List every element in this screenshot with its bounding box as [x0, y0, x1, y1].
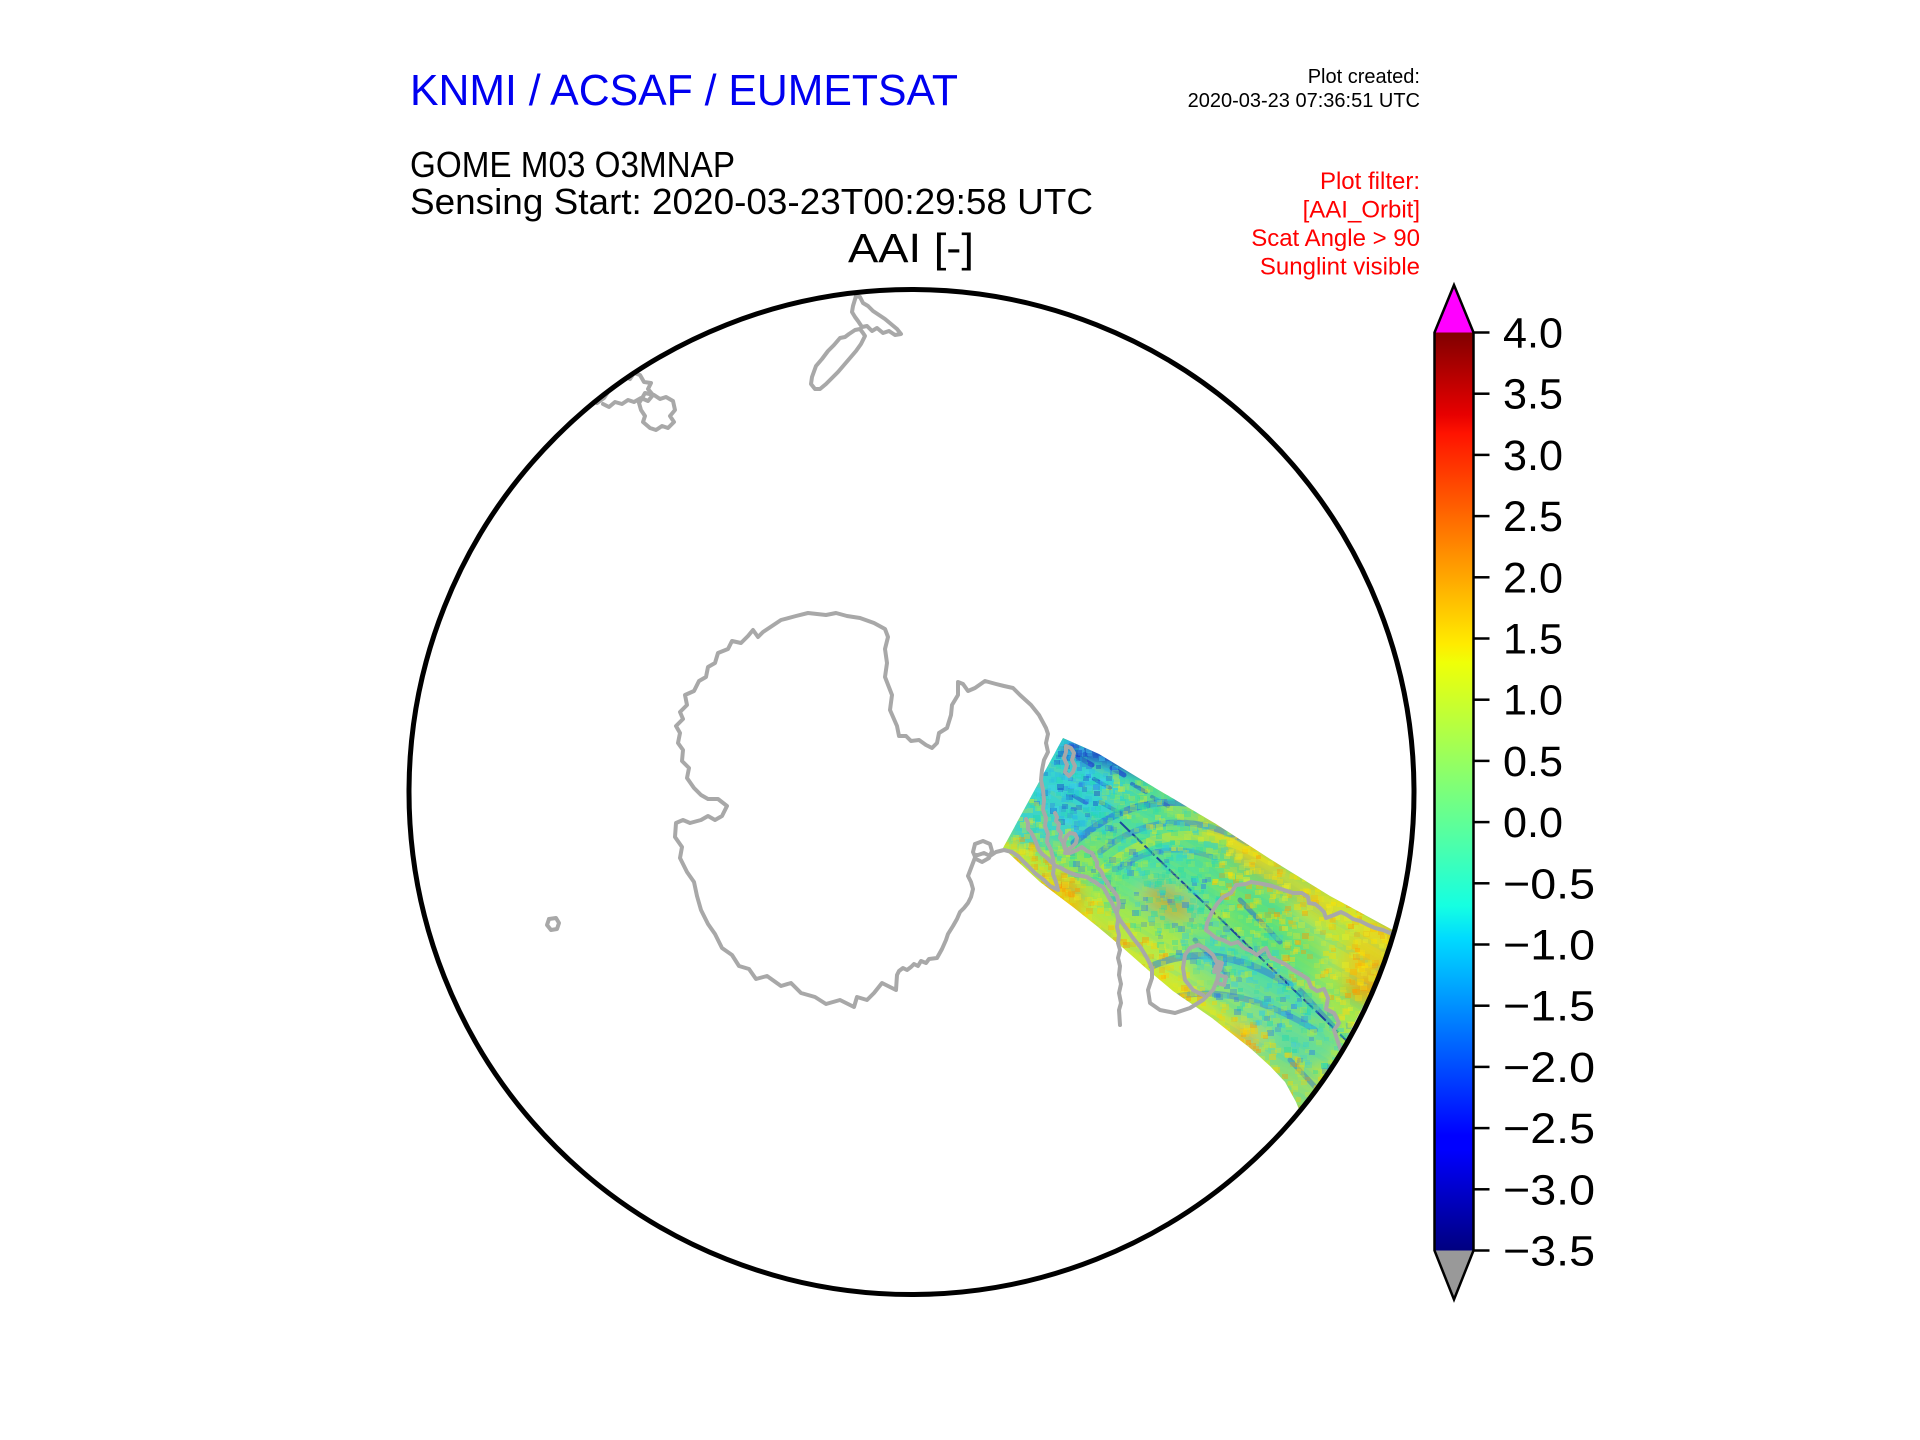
- svg-text:Plot created:: Plot created:: [1308, 66, 1420, 88]
- svg-text:3.0: 3.0: [1503, 432, 1563, 480]
- svg-text:1.0: 1.0: [1503, 677, 1563, 725]
- svg-text:Scat Angle > 90: Scat Angle > 90: [1251, 225, 1420, 252]
- svg-text:Sunglint visible: Sunglint visible: [1260, 254, 1420, 281]
- svg-text:2020-03-23 07:36:51 UTC: 2020-03-23 07:36:51 UTC: [1188, 90, 1420, 112]
- svg-text:0.0: 0.0: [1503, 799, 1563, 847]
- svg-text:−1.5: −1.5: [1503, 983, 1595, 1031]
- svg-text:4.0: 4.0: [1503, 310, 1563, 358]
- svg-text:−3.5: −3.5: [1503, 1228, 1595, 1276]
- svg-text:2.0: 2.0: [1503, 554, 1563, 602]
- svg-text:GOME M03 O3MNAP: GOME M03 O3MNAP: [410, 144, 735, 185]
- svg-text:−3.0: −3.0: [1503, 1166, 1595, 1214]
- svg-text:Sensing Start: 2020-03-23T00:2: Sensing Start: 2020-03-23T00:29:58 UTC: [410, 181, 1093, 222]
- svg-text:−2.5: −2.5: [1503, 1105, 1595, 1153]
- svg-text:−0.5: −0.5: [1503, 860, 1595, 908]
- svg-text:Plot filter:: Plot filter:: [1320, 168, 1420, 195]
- svg-text:2.5: 2.5: [1503, 493, 1563, 541]
- svg-text:0.5: 0.5: [1503, 738, 1563, 786]
- svg-text:KNMI / ACSAF / EUMETSAT: KNMI / ACSAF / EUMETSAT: [410, 66, 958, 115]
- svg-text:AAI [-]: AAI [-]: [848, 225, 974, 271]
- svg-text:−1.0: −1.0: [1503, 922, 1595, 970]
- svg-text:3.5: 3.5: [1503, 371, 1563, 419]
- svg-text:1.5: 1.5: [1503, 616, 1563, 664]
- svg-text:−2.0: −2.0: [1503, 1044, 1595, 1092]
- svg-text:[AAI_Orbit]: [AAI_Orbit]: [1303, 197, 1420, 224]
